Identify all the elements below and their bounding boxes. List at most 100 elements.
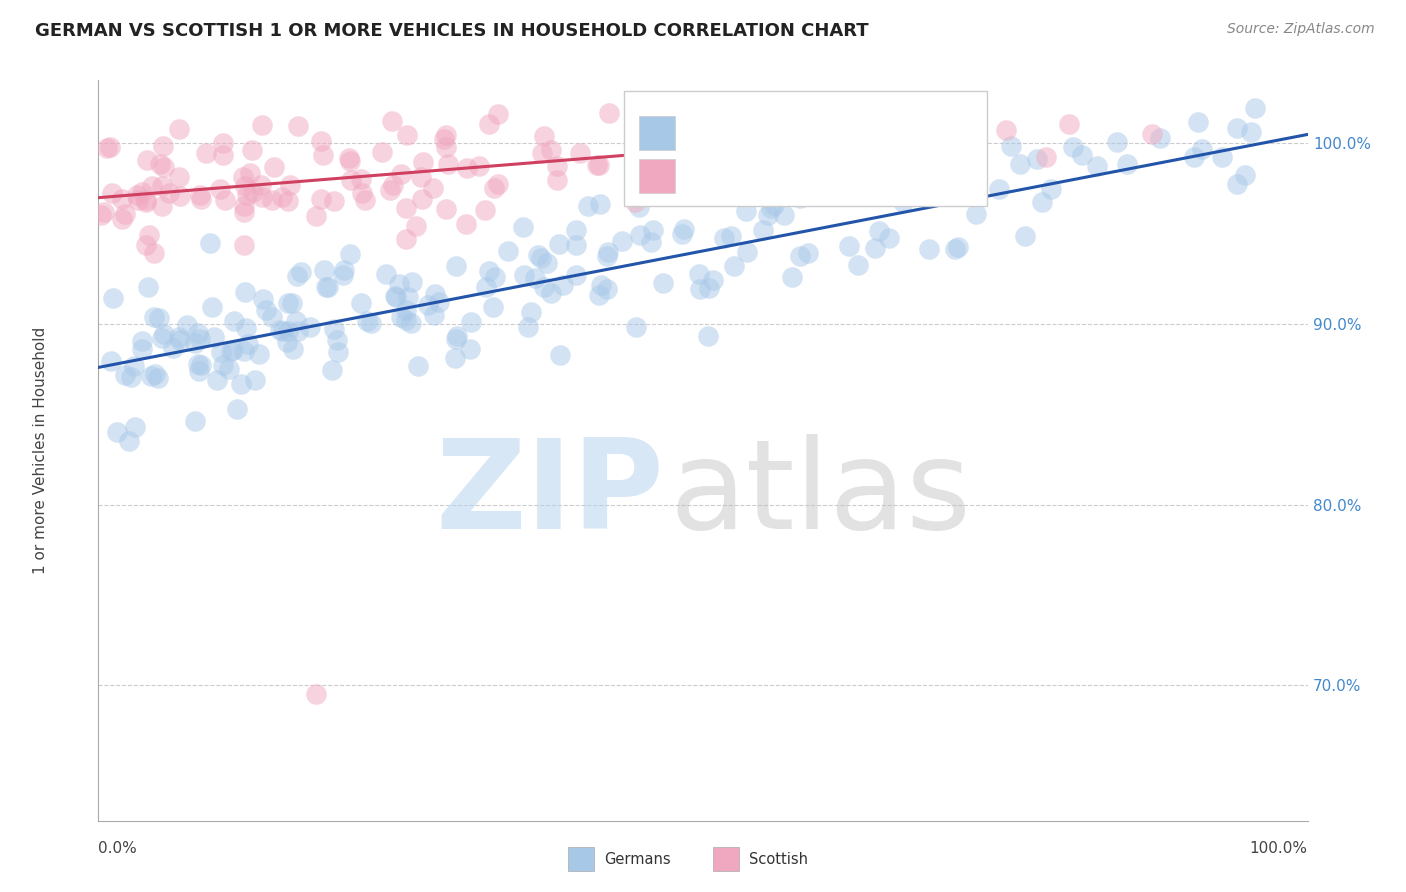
- Point: [153, 160, 176, 174]
- Point: [789, 249, 811, 263]
- Point: [371, 145, 394, 160]
- Point: [780, 269, 803, 284]
- Point: [312, 147, 335, 161]
- Point: [706, 100, 728, 114]
- Point: [184, 414, 207, 428]
- Point: [735, 203, 758, 218]
- Point: [395, 232, 418, 246]
- Point: [1243, 102, 1265, 116]
- Point: [1008, 157, 1031, 171]
- Point: [512, 219, 534, 234]
- Point: [546, 159, 568, 173]
- Point: [98, 140, 121, 154]
- Point: [540, 143, 562, 157]
- Point: [456, 161, 478, 175]
- Point: [657, 100, 679, 114]
- Point: [422, 181, 444, 195]
- Point: [841, 119, 863, 133]
- Point: [668, 166, 690, 180]
- Point: [221, 343, 243, 358]
- Point: [689, 281, 711, 295]
- Point: [652, 276, 675, 290]
- Point: [384, 289, 406, 303]
- Point: [1191, 142, 1213, 156]
- Point: [1040, 182, 1063, 196]
- Text: 1 or more Vehicles in Household: 1 or more Vehicles in Household: [32, 326, 48, 574]
- Point: [381, 113, 404, 128]
- Point: [378, 183, 401, 197]
- Point: [135, 153, 157, 167]
- Point: [628, 200, 651, 214]
- Point: [150, 199, 173, 213]
- Point: [1116, 157, 1139, 171]
- Point: [381, 178, 404, 193]
- Point: [124, 359, 146, 373]
- Point: [838, 239, 860, 253]
- Point: [789, 191, 811, 205]
- Point: [277, 324, 299, 338]
- Point: [153, 326, 176, 341]
- Point: [565, 223, 588, 237]
- Point: [169, 333, 191, 347]
- Point: [298, 320, 321, 334]
- Point: [1062, 140, 1084, 154]
- Text: GERMAN VS SCOTTISH 1 OR MORE VEHICLES IN HOUSEHOLD CORRELATION CHART: GERMAN VS SCOTTISH 1 OR MORE VEHICLES IN…: [35, 22, 869, 40]
- Point: [312, 263, 335, 277]
- Point: [356, 314, 378, 328]
- Point: [316, 280, 339, 294]
- Point: [456, 218, 478, 232]
- Point: [326, 345, 349, 359]
- Point: [143, 310, 166, 325]
- Point: [247, 347, 270, 361]
- Point: [520, 305, 543, 319]
- Point: [1057, 117, 1080, 131]
- Point: [150, 331, 173, 345]
- Point: [389, 310, 412, 324]
- Point: [350, 186, 373, 200]
- Point: [943, 242, 966, 256]
- Point: [162, 341, 184, 355]
- Point: [332, 262, 354, 277]
- Point: [444, 351, 467, 365]
- Text: Source: ZipAtlas.com: Source: ZipAtlas.com: [1227, 22, 1375, 37]
- Point: [188, 364, 211, 378]
- Point: [157, 186, 180, 201]
- Point: [723, 259, 745, 273]
- Point: [477, 117, 499, 131]
- Point: [167, 122, 190, 136]
- Point: [486, 107, 509, 121]
- Point: [120, 370, 142, 384]
- Point: [340, 173, 363, 187]
- Point: [797, 245, 820, 260]
- Point: [527, 248, 550, 262]
- Point: [131, 342, 153, 356]
- Point: [236, 187, 259, 202]
- Point: [290, 265, 312, 279]
- Point: [564, 268, 586, 283]
- Point: [194, 146, 217, 161]
- Point: [891, 195, 914, 210]
- Point: [395, 302, 418, 317]
- Point: [124, 420, 146, 434]
- Point: [200, 236, 222, 251]
- Point: [759, 201, 782, 215]
- Point: [817, 127, 839, 141]
- Point: [868, 158, 890, 172]
- Point: [735, 245, 758, 260]
- Point: [167, 330, 190, 344]
- Point: [533, 280, 555, 294]
- Bar: [638, 159, 675, 194]
- Point: [1071, 147, 1094, 161]
- Point: [589, 278, 612, 293]
- Point: [588, 288, 610, 302]
- Point: [1233, 168, 1256, 182]
- Point: [276, 335, 298, 350]
- Point: [948, 240, 970, 254]
- Point: [630, 228, 652, 243]
- Point: [627, 100, 650, 114]
- Point: [427, 295, 450, 310]
- Point: [697, 328, 720, 343]
- Point: [205, 373, 228, 387]
- Point: [250, 190, 273, 204]
- Point: [641, 223, 664, 237]
